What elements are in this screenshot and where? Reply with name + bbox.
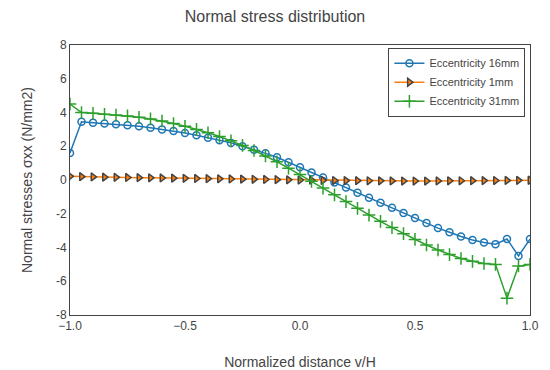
- svg-text:Eccentricity 31mm: Eccentricity 31mm: [429, 95, 519, 107]
- svg-text:0.5: 0.5: [407, 319, 424, 333]
- svg-text:8: 8: [60, 38, 67, 52]
- svg-text:4: 4: [60, 106, 67, 120]
- svg-text:Normalized distance v/H: Normalized distance v/H: [224, 354, 376, 370]
- svg-text:6: 6: [60, 72, 67, 86]
- svg-text:0.0: 0.0: [292, 319, 309, 333]
- svg-text:1.0: 1.0: [522, 319, 539, 333]
- svg-text:0: 0: [60, 173, 67, 187]
- svg-text:-8: -8: [56, 308, 67, 322]
- svg-text:Eccentricity 16mm: Eccentricity 16mm: [429, 57, 519, 69]
- svg-text:Normal stress distribution: Normal stress distribution: [185, 8, 366, 25]
- svg-text:Normal stresses σxx (N/mm2): Normal stresses σxx (N/mm2): [19, 87, 35, 273]
- svg-text:−0.5: −0.5: [173, 319, 197, 333]
- svg-text:-6: -6: [56, 274, 67, 288]
- svg-text:-2: -2: [56, 207, 67, 221]
- svg-text:Eccentricity 1mm: Eccentricity 1mm: [429, 76, 513, 88]
- svg-text:−1.0: −1.0: [58, 319, 82, 333]
- svg-text:-4: -4: [56, 241, 67, 255]
- svg-text:2: 2: [60, 139, 67, 153]
